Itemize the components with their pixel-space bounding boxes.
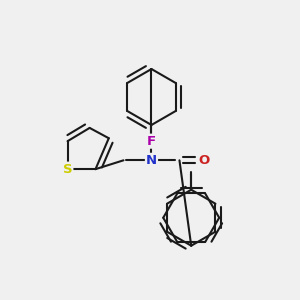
Text: F: F — [147, 135, 156, 148]
Text: O: O — [199, 154, 210, 167]
Text: S: S — [63, 163, 72, 176]
Text: N: N — [146, 154, 157, 167]
